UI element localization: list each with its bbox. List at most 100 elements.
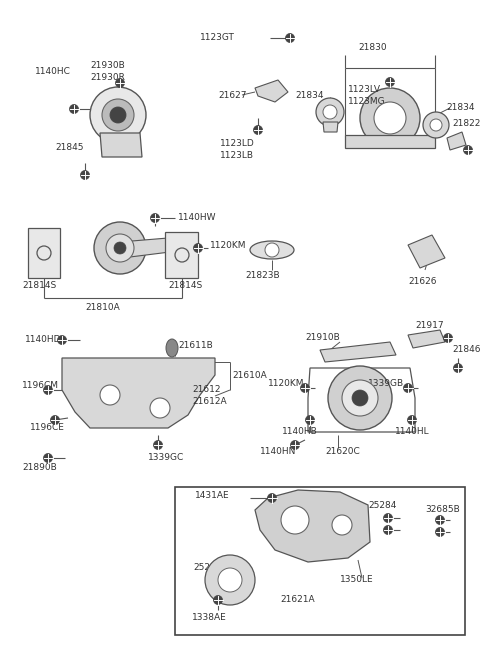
Circle shape [81, 171, 89, 179]
Polygon shape [62, 358, 215, 428]
Polygon shape [165, 232, 198, 278]
Polygon shape [323, 122, 338, 132]
Text: 21834: 21834 [295, 90, 324, 100]
Text: 21845: 21845 [55, 143, 84, 153]
Polygon shape [447, 132, 466, 150]
Text: 21612A: 21612A [192, 398, 227, 406]
Circle shape [323, 105, 337, 119]
Circle shape [423, 112, 449, 138]
Text: 1120KM: 1120KM [268, 378, 304, 388]
Circle shape [102, 99, 134, 131]
Circle shape [300, 384, 310, 392]
Circle shape [205, 555, 255, 605]
Text: 21612: 21612 [192, 386, 220, 394]
Text: 21846: 21846 [452, 345, 480, 355]
Circle shape [342, 380, 378, 416]
Polygon shape [408, 235, 445, 268]
Circle shape [110, 107, 126, 123]
Text: 1120KM: 1120KM [210, 240, 247, 250]
Circle shape [100, 385, 120, 405]
Circle shape [281, 506, 309, 534]
Circle shape [305, 416, 314, 424]
Text: 21610A: 21610A [232, 371, 267, 380]
Text: 21910B: 21910B [305, 333, 340, 343]
Circle shape [464, 145, 472, 155]
Circle shape [265, 243, 279, 257]
Circle shape [454, 363, 463, 373]
Circle shape [316, 98, 344, 126]
Circle shape [385, 78, 395, 86]
Circle shape [58, 335, 67, 345]
Text: 21830: 21830 [358, 44, 386, 52]
Text: 1123LD: 1123LD [220, 139, 255, 147]
Text: 1123MG: 1123MG [348, 98, 385, 106]
Ellipse shape [250, 241, 294, 259]
Text: 21890B: 21890B [22, 463, 57, 473]
Circle shape [193, 244, 203, 252]
Text: 1140HL: 1140HL [395, 428, 430, 436]
Circle shape [360, 88, 420, 148]
Ellipse shape [166, 339, 178, 357]
Circle shape [151, 214, 159, 222]
Circle shape [114, 242, 126, 254]
Circle shape [384, 513, 393, 523]
Text: 1339GB: 1339GB [368, 378, 404, 388]
Circle shape [332, 515, 352, 535]
Text: 21626: 21626 [408, 278, 436, 286]
Text: 1350LE: 1350LE [340, 576, 373, 584]
Circle shape [106, 234, 134, 262]
Circle shape [444, 333, 453, 343]
Text: 21930R: 21930R [90, 72, 125, 82]
Text: 32685B: 32685B [425, 505, 460, 515]
Text: 21822B: 21822B [452, 118, 480, 127]
Text: 21620C: 21620C [325, 448, 360, 457]
Text: 21930B: 21930B [90, 60, 125, 70]
Circle shape [384, 525, 393, 535]
Circle shape [290, 440, 300, 450]
Circle shape [94, 222, 146, 274]
Text: 1196CM: 1196CM [22, 380, 59, 390]
Circle shape [430, 119, 442, 131]
Text: 1140HN: 1140HN [260, 448, 296, 457]
Text: 1123LV: 1123LV [348, 86, 381, 94]
Text: 1140HC: 1140HC [35, 68, 71, 76]
Circle shape [214, 596, 223, 604]
Circle shape [154, 440, 163, 450]
Circle shape [352, 390, 368, 406]
Text: 21621A: 21621A [280, 596, 314, 604]
Text: 21611B: 21611B [178, 341, 213, 349]
Circle shape [435, 527, 444, 537]
Text: 21810A: 21810A [85, 303, 120, 313]
Text: 1123GT: 1123GT [200, 33, 235, 42]
Bar [175, 487, 465, 635]
Polygon shape [408, 330, 445, 348]
Text: 25281: 25281 [193, 564, 221, 572]
Circle shape [408, 416, 417, 424]
Text: 1140HW: 1140HW [178, 214, 216, 222]
Polygon shape [320, 342, 396, 362]
Text: 21823B: 21823B [245, 270, 280, 280]
Polygon shape [28, 228, 60, 278]
Text: 21834: 21834 [446, 104, 475, 112]
Circle shape [90, 87, 146, 143]
Text: 1338AE: 1338AE [192, 614, 227, 623]
Circle shape [116, 78, 124, 88]
Text: 21814S: 21814S [22, 280, 56, 290]
Circle shape [374, 102, 406, 134]
Circle shape [253, 125, 263, 135]
Circle shape [404, 384, 412, 392]
Circle shape [44, 386, 52, 394]
Circle shape [50, 416, 60, 424]
Circle shape [150, 398, 170, 418]
Circle shape [267, 493, 276, 503]
Text: 1196CE: 1196CE [30, 424, 65, 432]
Circle shape [435, 515, 444, 525]
Polygon shape [100, 133, 142, 157]
Circle shape [218, 568, 242, 592]
Text: 1431AE: 1431AE [195, 491, 229, 499]
Text: 25284: 25284 [368, 501, 396, 509]
Text: 21627: 21627 [218, 90, 247, 100]
Text: 21917: 21917 [415, 321, 444, 329]
Polygon shape [255, 80, 288, 102]
Text: 1140HD: 1140HD [25, 335, 61, 345]
